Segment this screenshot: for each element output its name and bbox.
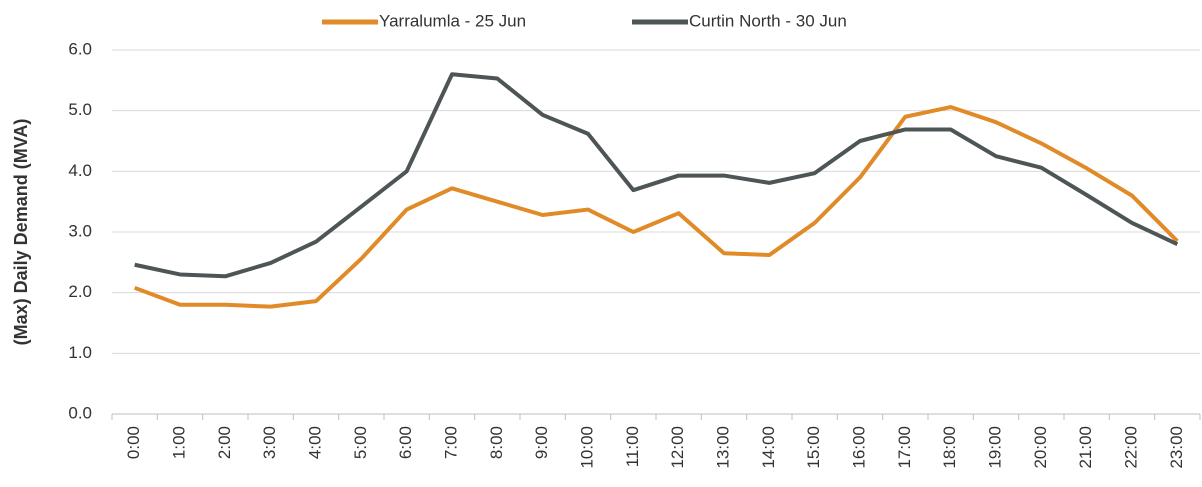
x-tick-label: 19:00 xyxy=(985,426,1004,469)
y-tick-label: 1.0 xyxy=(68,343,92,362)
x-tick-label: 14:00 xyxy=(759,426,778,469)
x-tick-label: 4:00 xyxy=(305,426,324,459)
x-tick-label: 1:00 xyxy=(169,426,188,459)
x-tick-label: 7:00 xyxy=(441,426,460,459)
x-tick-label: 0:00 xyxy=(124,426,143,459)
y-tick-label: 2.0 xyxy=(68,282,92,301)
x-tick-label: 9:00 xyxy=(532,426,551,459)
x-tick-label: 10:00 xyxy=(577,426,596,469)
x-tick-label: 23:00 xyxy=(1167,426,1186,469)
x-tick-label: 6:00 xyxy=(396,426,415,459)
legend-label: Yarralumla - 25 Jun xyxy=(379,11,526,30)
x-tick-label: 12:00 xyxy=(668,426,687,469)
series-line xyxy=(134,72,1179,279)
y-tick-label: 0.0 xyxy=(68,403,92,422)
x-tick-label: 15:00 xyxy=(804,426,823,469)
x-tick-label: 11:00 xyxy=(623,426,642,467)
x-tick-label: 18:00 xyxy=(940,426,959,469)
x-tick-label: 3:00 xyxy=(260,426,279,459)
y-tick-label: 5.0 xyxy=(68,100,92,119)
y-axis-label: (Max) Daily Demand (MVA) xyxy=(11,119,31,346)
x-tick-label: 17:00 xyxy=(895,426,914,469)
legend-label: Curtin North - 30 Jun xyxy=(689,11,847,30)
y-tick-label: 6.0 xyxy=(68,39,92,58)
x-tick-label: 5:00 xyxy=(351,426,370,459)
x-tick-label: 13:00 xyxy=(713,426,732,469)
series-line xyxy=(133,105,1179,309)
y-tick-label: 3.0 xyxy=(68,221,92,240)
y-tick-label: 4.0 xyxy=(68,161,92,180)
x-tick-label: 8:00 xyxy=(487,426,506,459)
x-tick-label: 2:00 xyxy=(215,426,234,459)
x-tick-label: 22:00 xyxy=(1121,426,1140,469)
x-tick-label: 20:00 xyxy=(1031,426,1050,469)
x-tick-label: 16:00 xyxy=(849,426,868,469)
x-tick-label: 21:00 xyxy=(1076,426,1095,469)
